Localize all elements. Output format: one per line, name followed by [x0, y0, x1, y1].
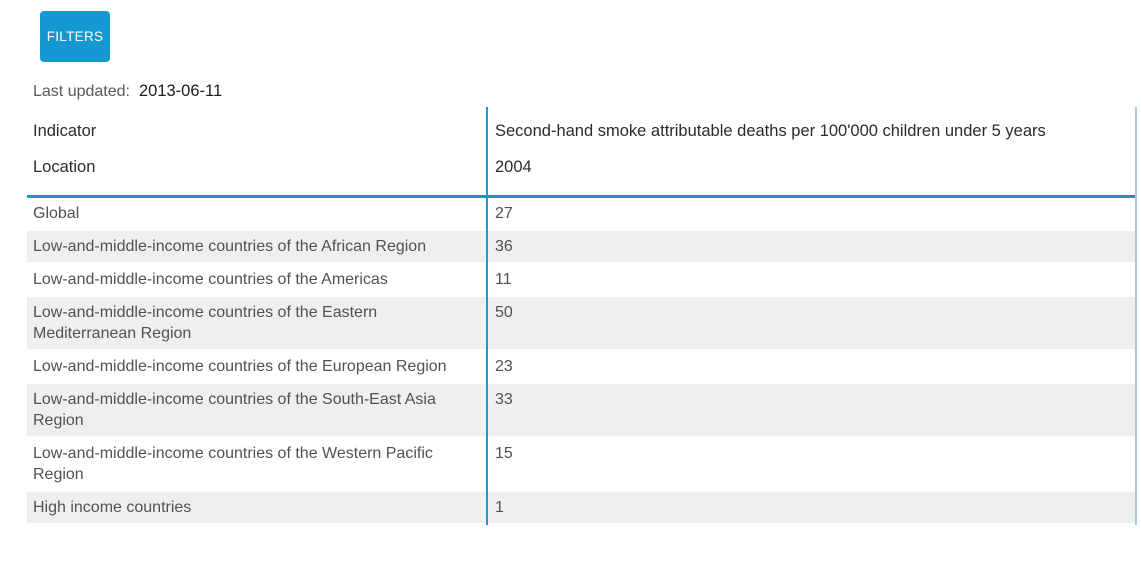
location-cell: Low-and-middle-income countries of the W… [33, 445, 433, 483]
location-cell: High income countries [33, 499, 192, 516]
value-cell: 15 [495, 445, 513, 462]
last-updated: Last updated: 2013-06-11 [33, 82, 1141, 101]
value-cell: 27 [495, 205, 513, 222]
indicator-header-label: Indicator [33, 122, 97, 140]
data-table: Indicator Location Second-hand smoke att… [27, 107, 1137, 525]
location-cell: Low-and-middle-income countries of the S… [33, 391, 436, 429]
table-row: Low-and-middle-income countries of the A… [27, 231, 1137, 264]
value-cell: 50 [495, 304, 513, 321]
location-cell: Global [33, 205, 80, 222]
value-cell: 11 [495, 271, 512, 288]
filters-button[interactable]: FILTERS [40, 11, 110, 62]
location-cell: Low-and-middle-income countries of the A… [33, 238, 427, 255]
value-cell: 1 [495, 499, 504, 516]
location-cell: Low-and-middle-income countries of the E… [33, 304, 378, 342]
table-right-edge-line [1135, 107, 1137, 525]
table-row: Low-and-middle-income countries of the E… [27, 351, 1137, 384]
column-separator-line [486, 107, 488, 525]
location-header-label: Location [33, 158, 96, 176]
location-cell: Low-and-middle-income countries of the A… [33, 271, 388, 288]
header-labels-cell: Indicator Location [27, 107, 486, 195]
value-cell: 33 [495, 391, 513, 408]
table-row: Global 27 [27, 198, 1137, 231]
value-cell: 23 [495, 358, 513, 375]
year-label: 2004 [495, 158, 532, 176]
table-row: Low-and-middle-income countries of the W… [27, 438, 1137, 492]
header-values-cell: Second-hand smoke attributable deaths pe… [486, 107, 1137, 195]
table-row: Low-and-middle-income countries of the S… [27, 384, 1137, 438]
table-row: Low-and-middle-income countries of the E… [27, 297, 1137, 351]
table-row: High income countries 1 [27, 492, 1137, 525]
value-cell: 36 [495, 238, 513, 255]
location-cell: Low-and-middle-income countries of the E… [33, 358, 447, 375]
table-body: Global 27 Low-and-middle-income countries … [27, 198, 1137, 525]
indicator-name: Second-hand smoke attributable deaths pe… [495, 122, 1046, 140]
table-row: Low-and-middle-income countries of the A… [27, 264, 1137, 297]
last-updated-date: 2013-06-11 [138, 82, 223, 100]
last-updated-label: Last updated: [33, 83, 130, 100]
table-header: Indicator Location Second-hand smoke att… [27, 107, 1137, 198]
